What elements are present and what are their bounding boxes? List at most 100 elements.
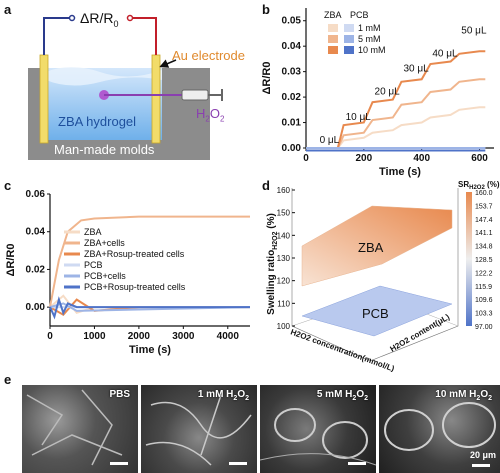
legend-label: PCB [84,260,103,270]
x-tick-label: 400 [413,153,430,164]
colorbar-tick-label: 109.6 [475,297,493,304]
step-annotation: 20 μL [375,87,401,98]
resistance-label: ΔR/R0 [80,10,119,29]
y-tick-label: 0.03 [282,67,302,78]
z-tick-label: 100 [277,322,291,331]
colorbar-tick-label: 122.2 [475,270,493,277]
series-line [306,106,486,149]
electrode-pointer [159,59,177,68]
colorbar-tick-label: 153.7 [475,203,493,210]
series-line [49,296,250,320]
right-electrode [151,54,161,144]
electrode-label: Au electrode [172,48,245,63]
step-annotation: 0 μL [320,135,340,146]
x-tick-label: 600 [471,153,488,164]
panel-label-d: d [262,178,270,193]
zba-surface-label: ZBA [358,240,384,255]
series-line [49,215,250,308]
sem-image-pbs: PBS [22,385,138,473]
y-axis-label: ΔR/R0 [5,244,17,277]
scale-bar [110,462,128,465]
legend-swatch [328,24,338,32]
sem-label-10mm: 10 mM H2O2 [435,389,492,402]
colorbar-tick-label: 134.8 [475,244,493,251]
y-tick-label: 0.02 [282,92,302,103]
hydrogel-label: ZBA hydrogel [58,114,137,129]
x-tick-label: 4000 [217,331,240,342]
legend-label: ZBA [84,227,102,237]
sem-label-5mm: 5 mM H2O2 [316,389,368,402]
y-tick-label: 0.01 [282,118,302,129]
device-schematic [28,14,223,160]
colorbar-tick-label: 147.4 [475,217,493,224]
sem-image-10mm: 10 mM H2O2 20 μm [379,385,500,473]
x-tick-label: 0 [303,153,309,164]
panel-label-b: b [262,2,270,17]
y-tick-label: 0.00 [282,143,302,154]
y-tick-label: 0.06 [26,189,46,200]
legend-swatch [344,24,354,32]
x-axis-label: Time (s) [379,166,421,178]
scale-bar [472,464,490,467]
sem-label-pbs: PBS [109,389,130,400]
sem-image-5mm: 5 mM H2O2 [260,385,376,473]
y-tick-label: 0.04 [282,41,302,52]
x-axis-label: H2O2 concentration(mmol/L) [289,327,396,372]
legend-label: PCB+cells [84,271,126,281]
legend-label: ZBA+cells [84,238,125,248]
z-tick-label: 160 [277,186,291,195]
step-annotation: 40 μL [432,48,458,59]
x-tick-label: 0 [47,331,53,342]
x-tick-label: 1000 [83,331,106,342]
sem-image-1mm: 1 mM H2O2 [141,385,257,473]
left-electrode [39,54,49,144]
z-tick-label: 120 [277,277,291,286]
surface-frame [291,188,459,362]
legend-header-zba: ZBA [324,10,342,20]
chart-c: 0 1000 2000 3000 4000 0.00 0.02 0.04 0.06 Time (s… [5,189,251,356]
step-annotation: 30 μL [403,64,429,75]
h2o2-label: H2O2 [196,106,225,124]
z-tick-label: 130 [277,254,291,263]
legend-swatch [328,46,338,54]
x-tick-label: 2000 [128,331,151,342]
chart-b: 0 200 400 600 0.00 0.01 0.02 0.03 0.04 0.05 Time (… [262,8,494,178]
y-tick-label: 0.02 [26,264,46,275]
pcb-surface [301,285,453,337]
z-tick-label: 110 [277,299,290,308]
z-tick-label: 150 [277,209,291,218]
legend-swatch [344,35,354,43]
left-wire [43,17,70,55]
legend-label: 5 mM [358,34,381,44]
colorbar-tick-label: 97.00 [475,324,493,331]
legend-label: PCB+Rosup-treated cells [84,282,186,292]
colorbar-tick-label: 128.5 [475,257,493,264]
series-line [306,50,486,149]
z-tick-label: 140 [277,231,291,240]
legend-swatch [328,35,338,43]
pcb-surface-label: PCB [362,306,389,321]
scale-bar [348,462,366,465]
legend-swatch [344,46,354,54]
y-axis-label: ΔR/R0 [262,62,273,95]
scale-label: 20 μm [469,450,496,460]
sem-label-1mm: 1 mM H2O2 [197,389,249,402]
y-tick-label: 0.05 [282,16,302,27]
colorbar-tick-label: 115.9 [475,284,492,291]
colorbar-tick-label: 103.3 [475,311,493,318]
panel-label-c: c [4,178,12,193]
colorbar-tick-label: 141.1 [475,230,493,237]
legend-label: 10 mM [358,45,386,55]
x-tick-label: 3000 [172,331,195,342]
colorbar-title: SRH2O2 (%) [458,180,500,191]
legend-header-pcb: PCB [350,10,369,20]
scale-bar [229,462,247,465]
colorbar-tick-label: 160.0 [475,190,493,197]
panel-label-e: e [4,372,12,387]
legend-label: 1 mM [358,23,381,33]
colorbar [466,192,472,326]
mold-label: Man-made molds [54,142,155,157]
panel-label-a: a [4,2,12,17]
legend-label: ZBA+Rosup-treated cells [84,249,185,259]
series-line [306,78,486,149]
